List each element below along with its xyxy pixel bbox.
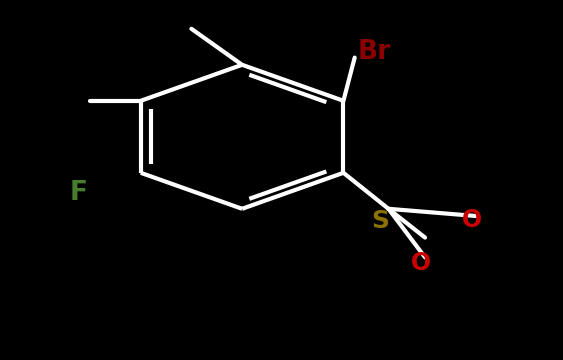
Text: Br: Br — [358, 39, 391, 65]
Text: F: F — [69, 180, 87, 206]
Text: S: S — [372, 210, 390, 233]
Text: O: O — [462, 208, 482, 231]
Text: O: O — [411, 251, 431, 275]
